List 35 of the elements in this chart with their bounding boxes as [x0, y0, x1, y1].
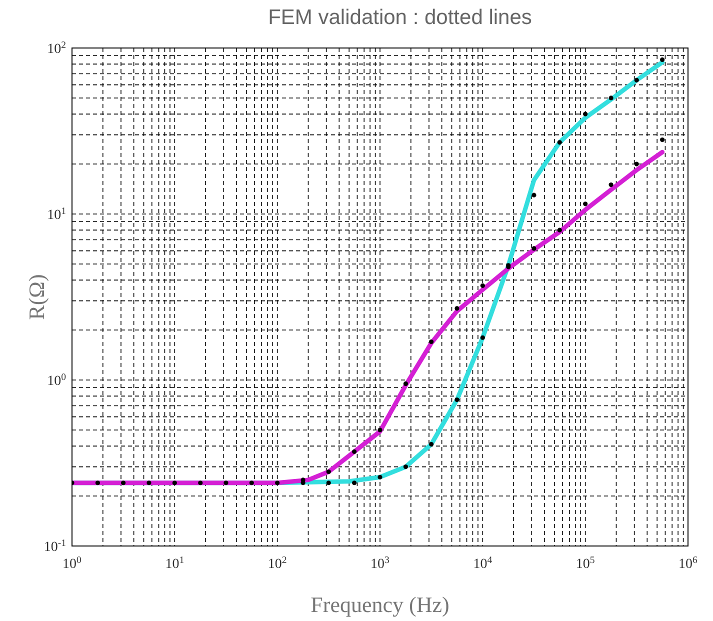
point [95, 480, 100, 486]
point [557, 140, 562, 145]
point [326, 480, 331, 486]
point [121, 480, 126, 486]
point [532, 192, 536, 198]
x-tick-label: 10$^{4}$ [473, 554, 492, 572]
y-tick-label: 10$^{-1}$ [44, 538, 66, 555]
y-tick-label: 10$^{2}$ [47, 40, 66, 57]
point [172, 480, 177, 486]
point [275, 480, 280, 486]
x-tick-label: 10$^{2}$ [268, 554, 287, 572]
x-tick-label: 10$^{3}$ [370, 554, 390, 572]
point [198, 480, 203, 486]
x-tick-label: 10$^{5}$ [576, 554, 595, 572]
point [634, 78, 639, 82]
point [249, 480, 254, 486]
point [378, 474, 382, 480]
point [352, 480, 357, 486]
x-tick-label: 10$^{0}$ [62, 554, 82, 572]
point [403, 464, 408, 470]
point [583, 112, 588, 116]
point [429, 442, 434, 447]
y-tick-label: 10$^{0}$ [47, 372, 66, 389]
point [454, 397, 460, 402]
y-axis-title: R(Ω) [24, 274, 49, 320]
point [480, 335, 485, 340]
point [660, 57, 665, 62]
point [608, 96, 614, 100]
point [224, 480, 228, 486]
x-tick-label: 10$^{1}$ [165, 554, 184, 572]
chart-title: FEM validation : dotted lines [268, 6, 532, 29]
x-tick-label: 10$^{6}$ [678, 554, 698, 572]
y-tick-label: 10$^{1}$ [47, 206, 66, 223]
x-axis-title: Frequency (Hz) [310, 592, 450, 617]
point [146, 480, 152, 486]
